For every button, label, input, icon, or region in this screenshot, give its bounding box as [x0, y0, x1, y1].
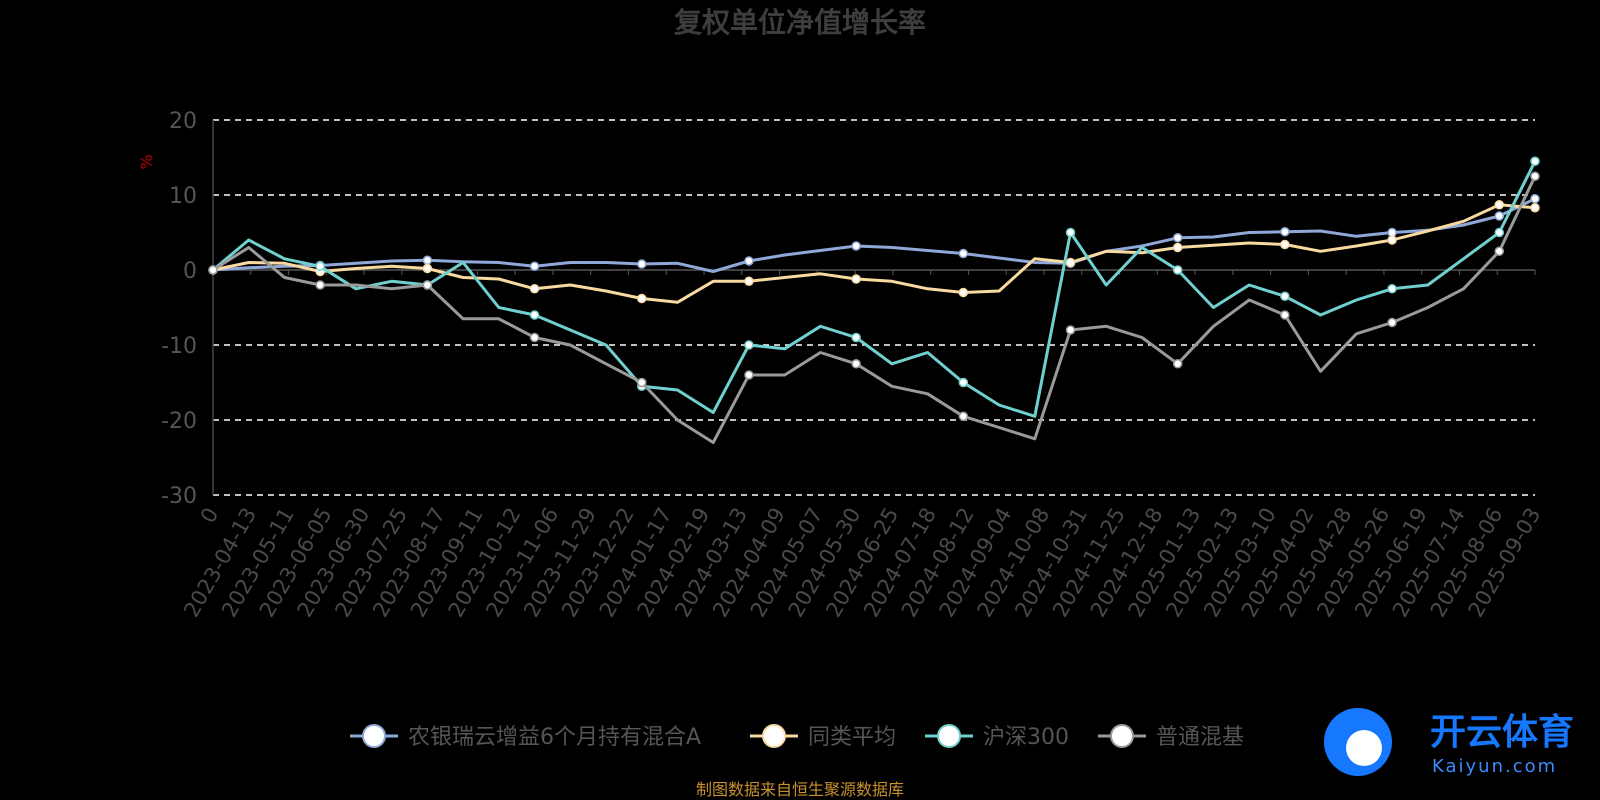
series-point — [1280, 227, 1290, 237]
series-point — [958, 287, 969, 298]
series-point — [744, 256, 754, 266]
series-point — [422, 280, 433, 290]
y-tick-label: -20 — [161, 409, 197, 434]
series-point — [851, 274, 861, 284]
series-point — [958, 377, 969, 388]
legend-item[interactable]: 普通混基 — [1098, 724, 1244, 750]
legend-marker — [762, 724, 786, 748]
legend-label: 农银瑞云增益6个月持有混合A — [408, 725, 701, 750]
series-point — [529, 284, 540, 294]
y-tick-label: 10 — [169, 184, 197, 209]
series-point — [1172, 233, 1183, 243]
legend-item[interactable]: 农银瑞云增益6个月持有混合A — [350, 724, 701, 750]
chart-title: 复权单位净值增长率 — [674, 6, 926, 39]
series-point — [744, 340, 754, 350]
series-point — [1530, 171, 1540, 181]
y-tick-label: 0 — [183, 259, 197, 284]
legend-marker — [362, 724, 386, 748]
series-point — [422, 263, 433, 274]
legend-label: 沪深300 — [983, 725, 1069, 750]
series-point — [1065, 325, 1076, 335]
series-point — [315, 261, 325, 271]
series-point — [1387, 235, 1397, 245]
legend-label: 同类平均 — [808, 725, 896, 750]
series-point — [637, 293, 647, 304]
series-point — [958, 248, 969, 259]
series-line-0 — [212, 197, 1536, 273]
series-point — [1530, 194, 1540, 204]
series-point — [1387, 317, 1397, 328]
y-axis-unit: % — [137, 154, 156, 169]
series-point — [1280, 291, 1290, 301]
source-note: 制图数据来自恒生聚源数据库 — [696, 780, 904, 799]
y-tick-label: -10 — [161, 334, 197, 359]
series-lines — [208, 156, 1540, 444]
series-line-3 — [212, 175, 1537, 444]
series-point — [529, 261, 540, 271]
series-point — [958, 411, 969, 421]
series-point — [1065, 227, 1076, 238]
series-point — [1280, 310, 1290, 320]
y-tick-label: -30 — [161, 484, 197, 509]
series-line-1 — [212, 203, 1536, 304]
legend-item[interactable]: 同类平均 — [750, 724, 896, 750]
logo-domain: Kaiyun.com — [1432, 756, 1557, 777]
logo-brand: 开云体育 — [1430, 712, 1574, 753]
series-point — [851, 359, 861, 369]
soccer-ball-icon — [1346, 730, 1382, 766]
series-point — [744, 276, 754, 286]
series-point — [1494, 227, 1505, 238]
legend-marker — [1110, 724, 1134, 748]
legend-label: 普通混基 — [1156, 725, 1244, 750]
series-point — [1065, 257, 1076, 268]
series-point — [851, 241, 861, 251]
series-line-2 — [212, 160, 1537, 418]
series-point — [1280, 239, 1290, 250]
series-point — [208, 265, 218, 275]
series-point — [1530, 203, 1540, 213]
y-axis-ticks: 20 10 0 -10 -20 -30 — [161, 109, 197, 509]
series-point — [1494, 246, 1505, 256]
legend[interactable]: 农银瑞云增益6个月持有混合A 同类平均 沪深300 普通混基 — [350, 724, 1244, 750]
series-point — [637, 377, 647, 388]
series-point — [1172, 359, 1183, 369]
series-point — [422, 255, 433, 265]
series-point — [1172, 265, 1183, 275]
series-point — [529, 332, 540, 343]
x-tick-label: 0 — [196, 504, 223, 528]
series-point — [1494, 211, 1505, 221]
series-point — [529, 310, 540, 320]
series-point — [1494, 200, 1505, 210]
series-point — [1172, 242, 1183, 253]
legend-item[interactable]: 沪深300 — [925, 724, 1069, 750]
legend-marker — [937, 724, 961, 748]
series-point — [315, 280, 325, 290]
series-point — [637, 259, 647, 269]
watermark-logo: 开云体育 Kaiyun.com — [1324, 708, 1574, 777]
series-point — [744, 370, 754, 380]
y-tick-label: 20 — [169, 109, 197, 134]
x-axis: 02023-04-132023-05-112023-06-052023-06-3… — [179, 270, 1545, 621]
series-point — [1387, 284, 1397, 294]
series-point — [851, 332, 861, 343]
series-point — [1530, 156, 1540, 166]
